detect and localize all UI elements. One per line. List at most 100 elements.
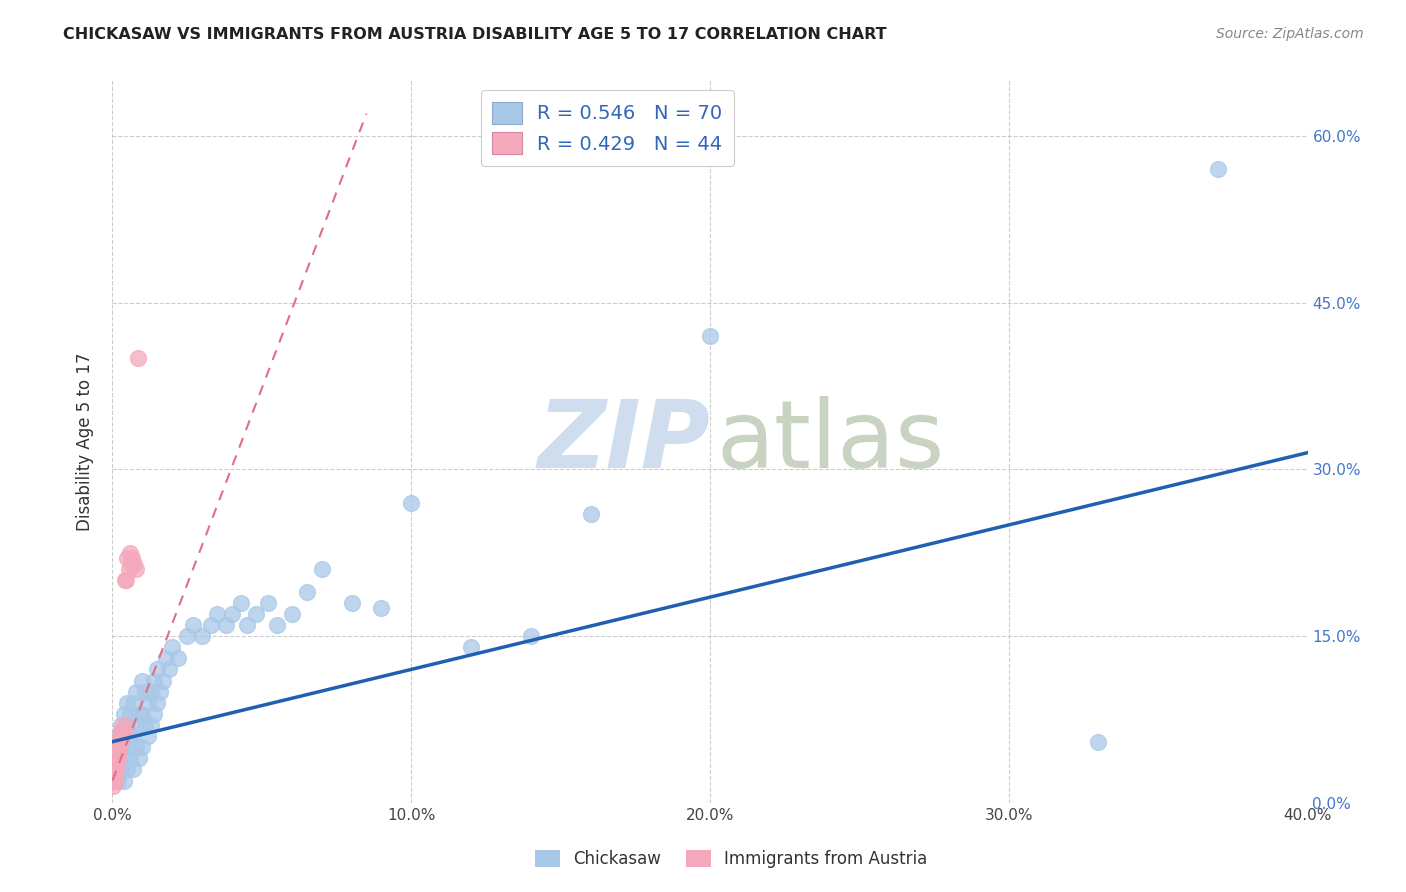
Point — [114, 729, 135, 743]
Point — [125, 684, 148, 698]
Point — [117, 718, 139, 732]
Point — [111, 729, 134, 743]
Point — [122, 729, 145, 743]
Point — [107, 740, 129, 755]
Text: Source: ZipAtlas.com: Source: ZipAtlas.com — [1216, 27, 1364, 41]
Point — [117, 740, 139, 755]
Point — [125, 740, 148, 755]
Point — [104, 756, 127, 771]
Point — [141, 718, 163, 732]
Point — [110, 740, 132, 755]
Point — [107, 746, 129, 760]
Point — [401, 496, 423, 510]
Point — [107, 751, 129, 765]
Point — [105, 751, 128, 765]
Point — [162, 640, 183, 655]
Point — [114, 773, 135, 788]
Point — [699, 329, 721, 343]
Point — [117, 696, 139, 710]
Point — [127, 351, 149, 366]
Point — [205, 607, 228, 621]
Legend: Chickasaw, Immigrants from Austria: Chickasaw, Immigrants from Austria — [529, 843, 934, 875]
Point — [107, 751, 129, 765]
Point — [108, 740, 131, 755]
Point — [101, 773, 124, 788]
Point — [257, 596, 280, 610]
Point — [103, 768, 125, 782]
Point — [281, 607, 304, 621]
Point — [112, 718, 135, 732]
Point — [105, 751, 128, 765]
Point — [149, 684, 172, 698]
Point — [110, 718, 132, 732]
Point — [110, 729, 132, 743]
Point — [295, 584, 318, 599]
Point — [125, 562, 148, 576]
Point — [115, 574, 138, 588]
Point — [120, 557, 142, 571]
Point — [125, 718, 148, 732]
Point — [138, 696, 160, 710]
Point — [114, 751, 135, 765]
Point — [191, 629, 214, 643]
Point — [236, 618, 259, 632]
Point — [107, 729, 129, 743]
Point — [110, 723, 132, 738]
Point — [176, 629, 198, 643]
Legend: R = 0.546   N = 70, R = 0.429   N = 44: R = 0.546 N = 70, R = 0.429 N = 44 — [481, 90, 734, 166]
Point — [114, 574, 136, 588]
Point — [110, 763, 132, 777]
Point — [105, 756, 128, 771]
Point — [266, 618, 288, 632]
Point — [1087, 734, 1109, 748]
Point — [117, 763, 139, 777]
Point — [131, 673, 153, 688]
Point — [122, 763, 145, 777]
Point — [134, 718, 156, 732]
Point — [120, 729, 142, 743]
Point — [1206, 162, 1229, 177]
Point — [152, 673, 174, 688]
Text: atlas: atlas — [716, 395, 945, 488]
Point — [131, 706, 153, 721]
Point — [141, 684, 163, 698]
Point — [131, 740, 153, 755]
Point — [167, 651, 190, 665]
Point — [370, 601, 392, 615]
Point — [103, 763, 125, 777]
Point — [117, 562, 139, 576]
Point — [104, 763, 127, 777]
Point — [105, 746, 128, 760]
Point — [157, 662, 180, 676]
Point — [128, 706, 150, 721]
Point — [107, 740, 129, 755]
Point — [104, 740, 127, 755]
Text: ZIP: ZIP — [537, 395, 710, 488]
Point — [103, 773, 125, 788]
Point — [117, 551, 139, 566]
Point — [104, 751, 127, 765]
Point — [111, 723, 134, 738]
Point — [143, 673, 166, 688]
Point — [114, 723, 135, 738]
Point — [121, 551, 143, 566]
Point — [120, 751, 142, 765]
Point — [103, 779, 125, 793]
Point — [108, 734, 131, 748]
Y-axis label: Disability Age 5 to 17: Disability Age 5 to 17 — [76, 352, 94, 531]
Point — [122, 696, 145, 710]
Point — [138, 729, 160, 743]
Point — [120, 706, 142, 721]
Point — [104, 763, 127, 777]
Point — [108, 734, 131, 748]
Point — [108, 729, 131, 743]
Point — [245, 607, 267, 621]
Point — [107, 773, 129, 788]
Point — [181, 618, 204, 632]
Point — [104, 768, 127, 782]
Point — [134, 684, 156, 698]
Point — [118, 546, 141, 560]
Point — [155, 651, 177, 665]
Point — [114, 706, 135, 721]
Point — [103, 756, 125, 771]
